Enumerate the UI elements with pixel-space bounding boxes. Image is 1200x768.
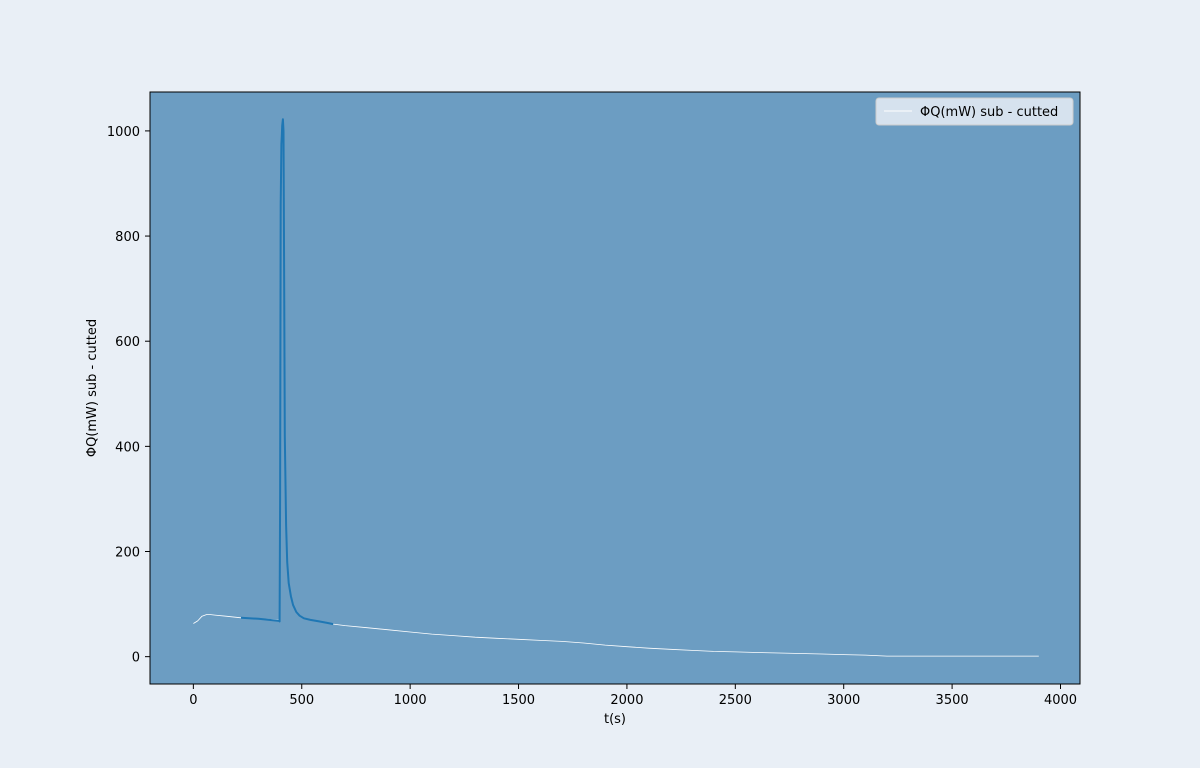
plot-frame: [149, 91, 1081, 685]
x-tick-label: 0: [189, 693, 197, 708]
legend: ΦQ(mW) sub - cutted: [875, 97, 1074, 126]
x-tick-label: 1000: [394, 693, 427, 708]
y-tick-label: 400: [115, 440, 140, 455]
y-tick-label: 0: [132, 651, 140, 666]
y-tick-label: 200: [115, 546, 140, 561]
legend-box: [875, 97, 1074, 126]
y-tick-label: 600: [115, 335, 140, 350]
x-tick-label: 1500: [502, 693, 535, 708]
y-axis-ticks: 0 200 400 600 800 1000: [107, 125, 150, 666]
x-tick-label: 2000: [610, 693, 643, 708]
plot-area: [150, 92, 1080, 684]
x-tick-label: 2500: [719, 693, 752, 708]
y-axis-label: ΦQ(mW) sub - cutted: [85, 319, 100, 457]
x-axis-label: t(s): [604, 712, 626, 727]
y-tick-label: 800: [115, 230, 140, 245]
series-line-1: [240, 118, 334, 626]
series-layer: [193, 118, 1039, 657]
x-tick-label: 500: [289, 693, 314, 708]
x-tick-label: 4000: [1044, 693, 1077, 708]
series-line-2: [333, 623, 1039, 657]
x-axis-ticks: 0 500 1000 1500 2000 2500 3000 3500 4000: [189, 684, 1077, 708]
x-tick-label: 3000: [827, 693, 860, 708]
legend-label: ΦQ(mW) sub - cutted: [920, 105, 1058, 120]
y-tick-label: 1000: [107, 125, 140, 140]
x-tick-label: 3500: [936, 693, 969, 708]
